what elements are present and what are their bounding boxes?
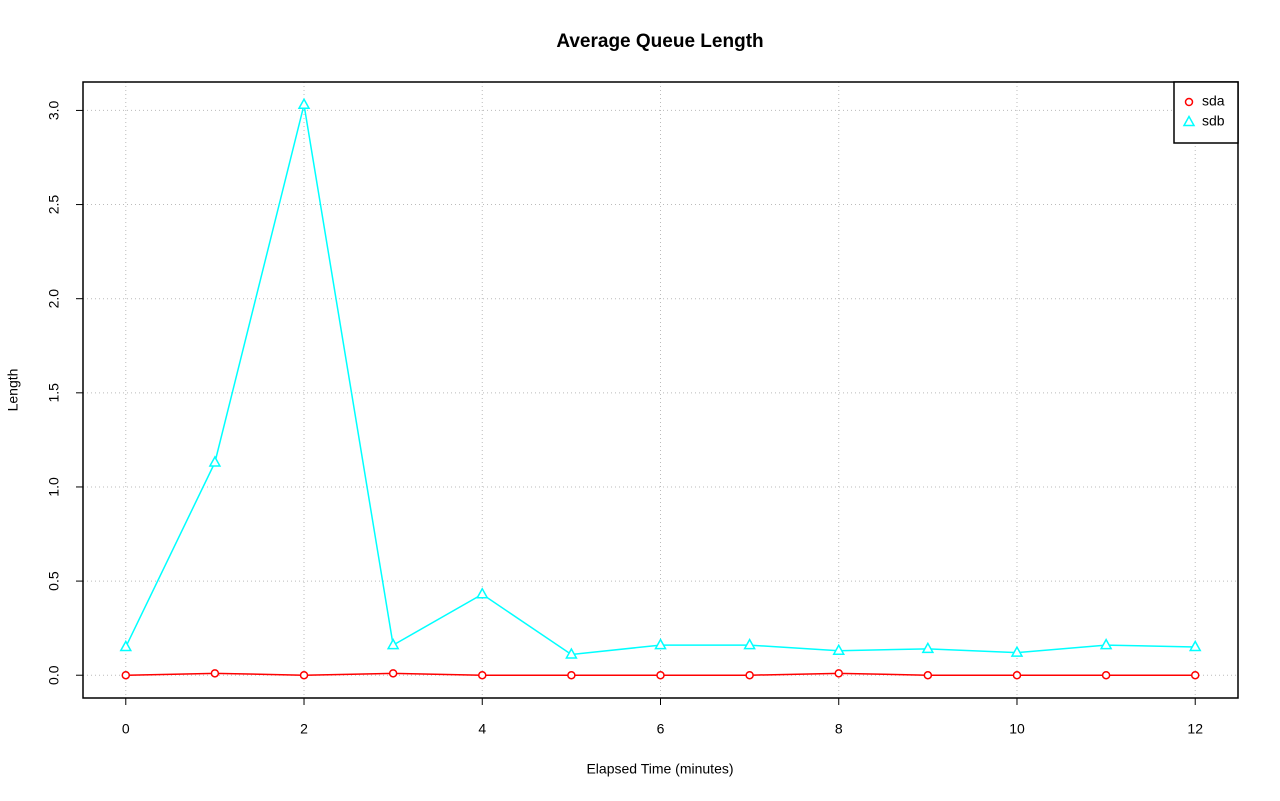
data-point — [832, 643, 846, 655]
y-axis-title: Length — [5, 369, 21, 412]
data-point — [565, 647, 578, 659]
data-point — [386, 638, 400, 650]
y-tick-label: 2.5 — [46, 195, 62, 215]
x-tick-label: 6 — [657, 721, 665, 737]
data-point — [121, 670, 131, 680]
legend-box — [1173, 81, 1239, 144]
data-point — [208, 455, 222, 467]
data-point — [299, 670, 309, 680]
data-point — [1188, 639, 1202, 652]
data-point — [475, 587, 489, 599]
y-tick-label: 1.5 — [46, 383, 62, 403]
data-point — [297, 97, 311, 110]
data-point — [210, 669, 220, 678]
data-point — [478, 670, 487, 680]
y-tick-label: 0.0 — [46, 665, 62, 685]
data-point — [743, 638, 756, 650]
data-point — [921, 641, 935, 654]
data-point — [119, 639, 133, 652]
data-point — [656, 670, 665, 680]
x-tick-label: 8 — [835, 721, 843, 737]
data-point — [1099, 638, 1113, 650]
data-point — [745, 670, 754, 680]
x-tick-label: 2 — [300, 721, 308, 737]
data-point — [654, 638, 667, 650]
chart-title: Average Queue Length — [556, 31, 763, 52]
data-point — [567, 670, 576, 680]
series-line — [125, 104, 1196, 656]
data-point — [1010, 645, 1024, 657]
y-tick-label: 1.0 — [46, 477, 62, 497]
legend-label: sda — [1202, 93, 1225, 109]
legend-label: sdb — [1202, 113, 1225, 129]
data-point — [923, 670, 933, 680]
data-point — [388, 669, 398, 678]
data-point — [1190, 670, 1200, 680]
x-tick-label: 0 — [122, 721, 130, 737]
x-tick-label: 12 — [1187, 721, 1203, 737]
x-tick-label: 10 — [1009, 721, 1025, 737]
legend-marker — [1182, 114, 1196, 127]
y-tick-label: 2.0 — [46, 289, 62, 309]
y-tick-label: 3.0 — [46, 100, 62, 120]
x-tick-label: 4 — [478, 721, 486, 737]
data-point — [1101, 670, 1111, 680]
plot-frame — [82, 81, 1239, 699]
y-tick-label: 0.5 — [46, 571, 62, 591]
x-axis-title: Elapsed Time (minutes) — [586, 761, 733, 777]
legend-marker — [1184, 97, 1194, 107]
data-point — [834, 669, 843, 678]
data-point — [1012, 670, 1022, 680]
